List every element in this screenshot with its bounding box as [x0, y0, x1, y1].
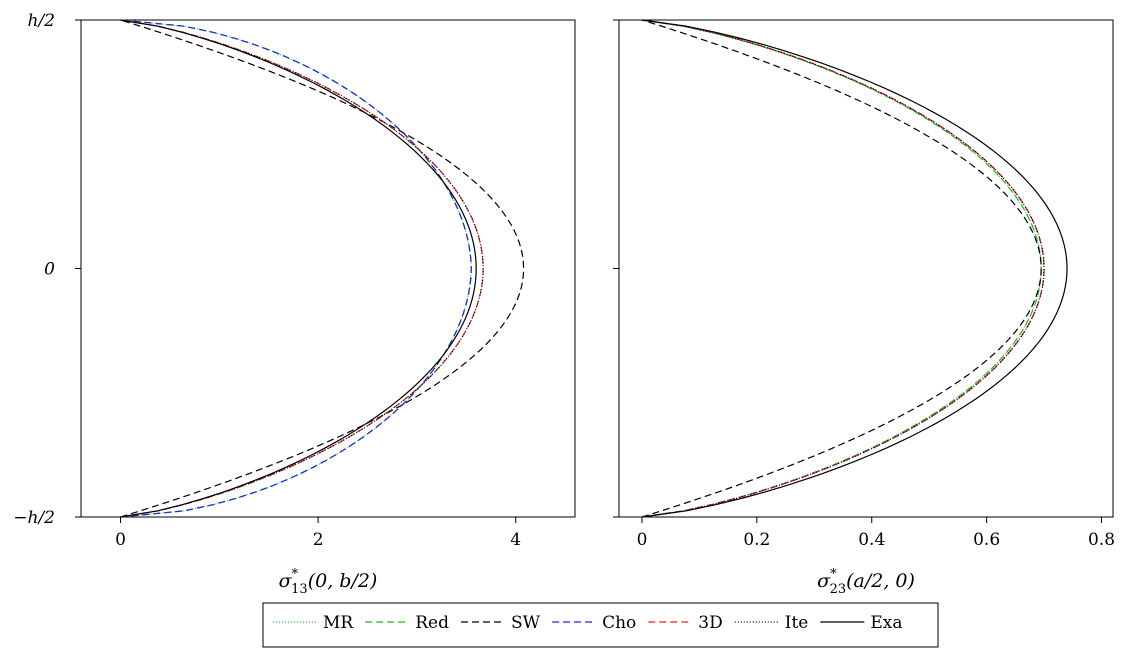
legend-label-ite: Ite — [785, 613, 809, 633]
legend-label-sw: SW — [511, 613, 541, 633]
series-3d — [120, 19, 484, 518]
series-exa — [120, 19, 477, 518]
plot-frame — [618, 19, 1114, 518]
series-sw — [641, 19, 1042, 518]
y-tick-label: −h/2 — [13, 508, 55, 528]
series-ite — [120, 19, 484, 518]
x-tick-label: 0.4 — [858, 530, 885, 550]
series-mr — [641, 19, 1042, 518]
plot-frame — [80, 19, 576, 518]
x-tick-label: 0.6 — [973, 530, 1000, 550]
x-tick-label: 0.2 — [743, 530, 770, 550]
legend-label-3d: 3D — [698, 613, 722, 633]
legend-label-red: Red — [415, 613, 449, 633]
series-mr — [120, 19, 472, 518]
x-tick-label: 2 — [313, 530, 324, 550]
series-cho — [641, 19, 1045, 518]
series-red — [120, 19, 472, 518]
series-sw — [120, 19, 525, 518]
x-axis-label: σ* 13(0, b/2) — [279, 567, 378, 597]
y-tick-label: h/2 — [28, 11, 56, 31]
x-tick-label: 0.8 — [1088, 530, 1115, 550]
legend-label-cho: Cho — [602, 613, 636, 633]
x-tick-label: 0 — [637, 530, 648, 550]
x-tick-label: 0 — [115, 530, 126, 550]
legend-label-mr: MR — [323, 613, 354, 633]
series-3d — [641, 19, 1045, 518]
series-cho — [120, 19, 472, 518]
left-chart: 0 2 4 −h/2 0 h/2 σ* 13(0, b/2) — [13, 11, 576, 597]
series-exa — [641, 19, 1068, 518]
series-red — [641, 19, 1042, 518]
x-axis-label: σ* 23(a/2, 0) — [817, 567, 915, 597]
y-tick-label: 0 — [44, 260, 55, 280]
legend-box — [262, 602, 939, 648]
right-chart: 0 0.2 0.4 0.6 0.8 σ* 23(a/2, 0) — [613, 19, 1115, 597]
legend: MR Red SW Cho 3D Ite Exa — [262, 602, 939, 648]
x-tick-label: 4 — [510, 530, 521, 550]
series-ite — [641, 19, 1045, 518]
legend-label-exa: Exa — [870, 613, 902, 633]
